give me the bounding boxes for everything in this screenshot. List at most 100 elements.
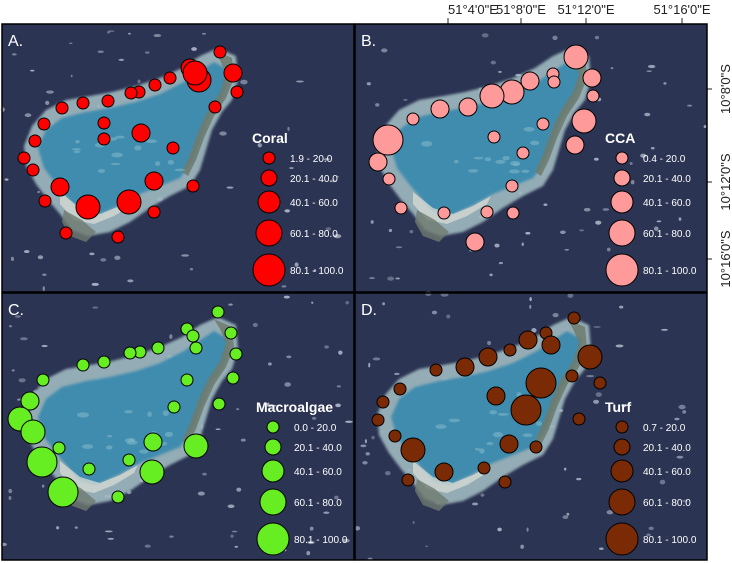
site-marker (506, 206, 520, 220)
panel-frame (1, 23, 355, 293)
legend-label: 1.9 - 20.0 (290, 154, 333, 165)
site-marker (478, 347, 498, 367)
site-marker (429, 363, 443, 377)
cloud-speck (431, 310, 438, 315)
cloud-speck (107, 537, 114, 540)
east-islet (182, 319, 234, 445)
cloud-speck (333, 234, 342, 239)
cloud-speck (646, 533, 651, 537)
site-marker (20, 419, 46, 445)
cloud-speck (345, 301, 349, 305)
cloud-speck (8, 488, 13, 494)
cloud-speck (268, 404, 277, 407)
cloud-speck (284, 209, 291, 213)
cloud-speck (336, 175, 339, 178)
site-marker (82, 462, 96, 476)
site-marker (503, 343, 517, 357)
cloud-speck (266, 402, 270, 407)
site-marker (37, 117, 51, 131)
cloud-speck (653, 226, 659, 231)
cloud-speck (640, 153, 647, 158)
site-marker (186, 179, 200, 193)
cloud-speck (586, 374, 595, 378)
cloud-speck (335, 403, 341, 408)
site-marker (182, 60, 208, 86)
southwest-islet (415, 479, 449, 511)
cloud-speck (287, 126, 290, 131)
site-marker (50, 177, 70, 197)
cloud-speck (127, 279, 134, 283)
patch-reef (97, 169, 106, 173)
cloud-speck (137, 79, 141, 84)
legend: Macroalgae 0.0 - 20.0 20.1 - 40.0 40.1 - 60… (256, 399, 348, 556)
lat-label-2: 10°12'0"S (718, 153, 732, 210)
patch-reef (126, 440, 138, 445)
cloud-speck (226, 186, 234, 189)
patch-reef (107, 434, 113, 438)
site-marker (520, 71, 540, 91)
cloud-speck (644, 112, 651, 117)
patch-reef (484, 157, 492, 162)
cloud-speck (268, 362, 272, 366)
site-marker (465, 232, 485, 252)
site-marker (97, 355, 111, 369)
cloud-speck (498, 70, 502, 73)
cloud-speck (74, 526, 78, 529)
site-marker (593, 376, 607, 390)
cloud-speck (663, 82, 667, 85)
lon-label-1: 51°4'0"E (448, 2, 498, 17)
southwest-islet (415, 210, 449, 242)
patch-reef (81, 444, 94, 449)
cloud-speck (382, 302, 386, 306)
patch-reef (492, 432, 503, 438)
site-marker (180, 373, 194, 387)
east-islet (182, 50, 234, 176)
cloud-speck (23, 250, 30, 254)
site-marker (406, 112, 420, 126)
legend-symbol (605, 253, 639, 287)
cloud-speck (20, 337, 28, 341)
site-marker (163, 71, 177, 85)
site-marker (529, 440, 543, 454)
patch-reef (421, 140, 433, 147)
site-marker (208, 100, 222, 114)
cloud-speck (202, 472, 207, 476)
cloud-speck (169, 334, 173, 340)
cloud-speck (286, 355, 292, 359)
cloud-speck (678, 404, 686, 410)
patch-reef (502, 155, 510, 161)
cloud-speck (107, 31, 110, 34)
patch-reef (167, 159, 175, 165)
cloud-speck (520, 544, 524, 549)
site-marker (430, 99, 450, 119)
patch-reef (162, 410, 170, 417)
latitude-labels: 10°8'0"S 10°12'0"S 10°16'0"S (718, 64, 732, 288)
legend-symbol (257, 190, 281, 214)
cloud-speck (395, 277, 400, 280)
site-marker (144, 171, 164, 191)
legend-symbol (255, 219, 283, 247)
cloud-speck (14, 315, 21, 318)
cloud-speck (593, 157, 599, 161)
cloud-speck (497, 527, 502, 532)
cloud-speck (630, 180, 635, 185)
site-marker (17, 151, 31, 165)
cloud-speck (144, 544, 151, 548)
cloud-speck (682, 499, 688, 503)
cloud-speck (18, 378, 26, 383)
legend-label: 60.1 - 80.0 (294, 498, 342, 509)
cloud-speck (393, 372, 400, 376)
patch-reef (523, 127, 535, 132)
cloud-speck (552, 312, 559, 318)
patch-reef (454, 159, 459, 164)
cloud-speck (336, 385, 341, 388)
cloud-speck (127, 32, 131, 35)
legend-label: 80.1 - 100.0 (643, 266, 697, 277)
cloud-speck (307, 540, 315, 545)
patch-reef (475, 447, 481, 451)
cloud-speck (619, 305, 624, 309)
cloud-speck (564, 467, 567, 471)
legend-symbol (262, 151, 276, 165)
site-marker (123, 346, 137, 360)
legend-symbol (266, 420, 280, 434)
